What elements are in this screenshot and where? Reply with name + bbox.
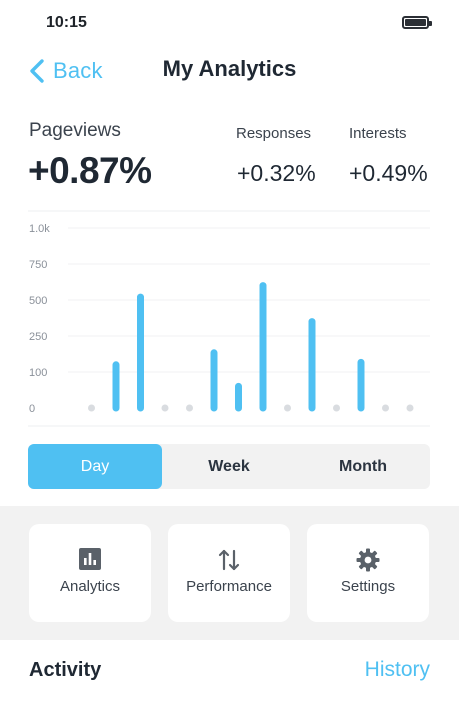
- performance-tile-label: Performance: [186, 578, 272, 595]
- chart-canvas: 0 100 250 500 750 1.0k: [28, 210, 430, 427]
- activity-title: Activity: [29, 659, 102, 681]
- empty-bar-dot: [186, 404, 193, 412]
- shortcut-tiles: Analytics Performance: [0, 506, 459, 640]
- y-tick-label: 0: [29, 403, 35, 415]
- page-title: My Analytics: [162, 56, 297, 81]
- empty-bar-dot: [382, 404, 389, 412]
- analytics-tile-label: Analytics: [59, 578, 121, 595]
- responses-value: +0.32%: [237, 160, 316, 186]
- gear-icon: [356, 548, 380, 572]
- pageviews-chart: 0 100 250 500 750 1.0k: [28, 210, 430, 428]
- empty-bar-dot: [406, 404, 414, 412]
- history-link[interactable]: History: [364, 658, 430, 681]
- y-tick-label: 750: [29, 259, 47, 271]
- period-selector: Day Week Month: [28, 444, 430, 489]
- empty-bar-dot: [88, 404, 95, 412]
- bar-chart-icon: [79, 548, 101, 570]
- pageviews-label: Pageviews: [29, 120, 121, 141]
- battery-icon: [402, 16, 432, 29]
- status-bar: 10:15: [0, 0, 459, 46]
- y-tick-label: 500: [29, 295, 47, 307]
- analytics-tile[interactable]: Analytics: [29, 524, 151, 622]
- y-tick-label: 250: [29, 331, 47, 343]
- tab-month[interactable]: Month: [339, 457, 387, 475]
- y-tick-label: 100: [29, 367, 47, 379]
- y-tick-label: 1.0k: [29, 223, 50, 235]
- activity-header: Activity History: [0, 640, 459, 718]
- pageviews-value: +0.87%: [28, 150, 152, 191]
- empty-bar-dot: [161, 404, 169, 412]
- interests-label: Interests: [349, 125, 407, 142]
- chevron-left-icon: [30, 59, 44, 83]
- empty-bar-dot: [333, 404, 340, 412]
- settings-tile[interactable]: Settings: [307, 524, 429, 622]
- tab-day[interactable]: Day: [28, 444, 162, 489]
- interests-value: +0.49%: [349, 160, 428, 186]
- back-button[interactable]: Back: [28, 58, 103, 84]
- tab-week[interactable]: Week: [208, 457, 250, 475]
- metrics-summary: Pageviews +0.87% Responses +0.32% Intere…: [0, 118, 459, 198]
- back-label: Back: [53, 58, 103, 83]
- settings-tile-label: Settings: [340, 578, 396, 595]
- empty-bar-dot: [284, 404, 291, 412]
- nav-bar: Back My Analytics: [0, 52, 459, 92]
- responses-label: Responses: [236, 125, 312, 142]
- performance-tile[interactable]: Performance: [168, 524, 290, 622]
- swap-arrows-icon: [218, 549, 240, 571]
- status-time: 10:15: [46, 14, 87, 31]
